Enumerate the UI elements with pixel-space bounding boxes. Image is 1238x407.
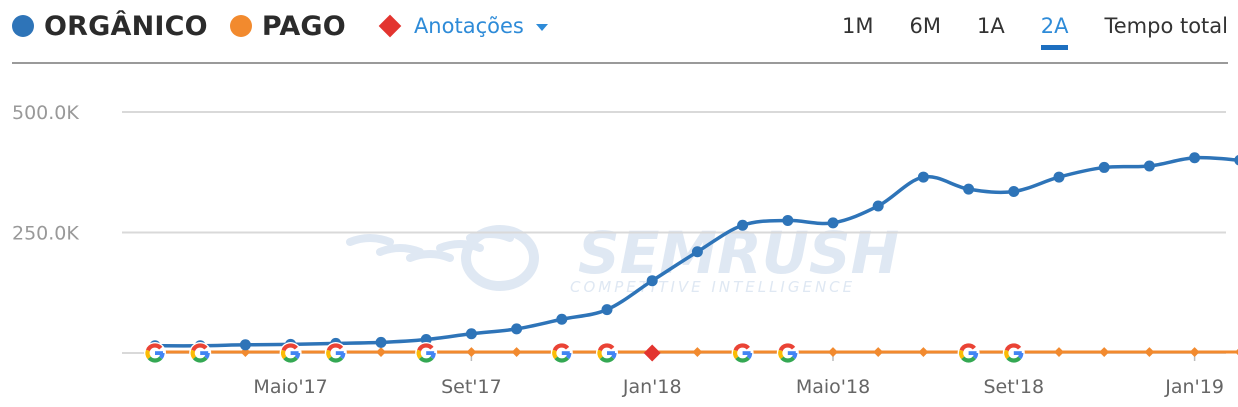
period-all-time[interactable]: Tempo total (1104, 14, 1228, 38)
google-update-icon[interactable] (957, 342, 980, 364)
chevron-down-icon (535, 24, 548, 31)
legend-organic[interactable]: ORGÂNICO (12, 11, 208, 42)
watermark-tagline: COMPETITIVE INTELLIGENCE (570, 278, 855, 296)
annotations-label: Anotações (413, 14, 524, 38)
watermark-flame-stroke (346, 234, 394, 246)
organic-data-point (556, 313, 568, 325)
paid-data-point (873, 347, 884, 357)
paid-data-point (511, 347, 522, 357)
watermark-brand: SEMRUSH (578, 219, 899, 287)
organic-data-point (375, 336, 387, 348)
legend-organic-label: ORGÂNICO (44, 10, 208, 42)
google-update-icon[interactable] (776, 342, 799, 364)
y-tick-label: 500.0K (12, 102, 79, 124)
organic-data-point (872, 200, 884, 212)
google-update-icon[interactable] (596, 342, 618, 364)
paid-data-point (376, 347, 386, 357)
organic-data-point (963, 183, 975, 195)
organic-dot-icon (12, 15, 34, 37)
organic-data-point (420, 334, 432, 346)
organic-data-point (737, 219, 749, 231)
annotations-dropdown[interactable]: Anotações (374, 14, 548, 38)
period-selector: 1M 6M 1A 2A Tempo total (806, 14, 1228, 50)
paid-data-point (466, 347, 477, 357)
legend-paid[interactable]: PAGO (229, 10, 346, 42)
watermark-flame-stroke (376, 244, 424, 256)
organic-data-point (601, 304, 613, 316)
google-update-icon[interactable] (731, 342, 754, 364)
x-tick-label: Jan'19 (1164, 376, 1224, 398)
x-tick-label: Jan'18 (622, 376, 682, 398)
organic-data-point (1098, 161, 1110, 173)
chart-legend: ORGÂNICO PAGO Anotações (12, 6, 548, 46)
x-tick-label: Set'18 (983, 376, 1044, 398)
paid-dot-icon (229, 15, 252, 37)
organic-data-point (1143, 160, 1155, 172)
period-6m[interactable]: 6M (909, 14, 942, 38)
google-update-icon[interactable] (144, 342, 166, 364)
legend-paid-label: PAGO (261, 10, 346, 42)
watermark-flame-stroke (436, 240, 484, 252)
period-2a[interactable]: 2A (1040, 14, 1069, 50)
google-update-icon[interactable] (324, 342, 347, 364)
organic-data-point (239, 339, 251, 351)
organic-data-point (827, 217, 839, 229)
paid-data-point (1189, 347, 1200, 357)
x-tick-label: Maio'17 (253, 376, 327, 398)
google-update-icon[interactable] (415, 342, 438, 364)
watermark-fire-logo-icon (461, 225, 539, 291)
organic-data-point (691, 246, 703, 258)
y-tick-label: 250.0K (12, 223, 79, 245)
organic-data-point (1234, 155, 1238, 166)
paid-data-point (828, 347, 838, 357)
organic-data-point (646, 275, 658, 287)
watermark-flame-stroke (466, 230, 514, 242)
paid-data-point (1054, 347, 1064, 357)
google-update-icon[interactable] (550, 342, 573, 364)
organic-data-point (917, 171, 929, 183)
organic-data-point (782, 214, 794, 226)
organic-data-point (1189, 152, 1201, 164)
period-1m[interactable]: 1M (842, 14, 874, 38)
watermark-flame-stroke (406, 250, 454, 262)
paid-data-point (1144, 347, 1155, 357)
paid-data-point (1234, 347, 1238, 357)
organic-data-point (465, 328, 477, 340)
annotation-marker-icon[interactable] (643, 344, 661, 362)
period-1a[interactable]: 1A (977, 14, 1005, 38)
paid-data-point (692, 347, 703, 357)
organic-data-point (511, 323, 523, 335)
x-tick-label: Set'17 (441, 376, 502, 398)
paid-data-point (918, 347, 929, 357)
google-update-icon[interactable] (279, 342, 302, 364)
x-tick-label: Maio'18 (796, 376, 870, 398)
google-update-icon[interactable] (1002, 342, 1025, 364)
paid-data-point (1099, 347, 1110, 357)
organic-data-point (1008, 186, 1020, 198)
header-divider (12, 62, 1228, 64)
google-update-icon[interactable] (189, 342, 212, 364)
organic-data-point (1053, 171, 1065, 183)
